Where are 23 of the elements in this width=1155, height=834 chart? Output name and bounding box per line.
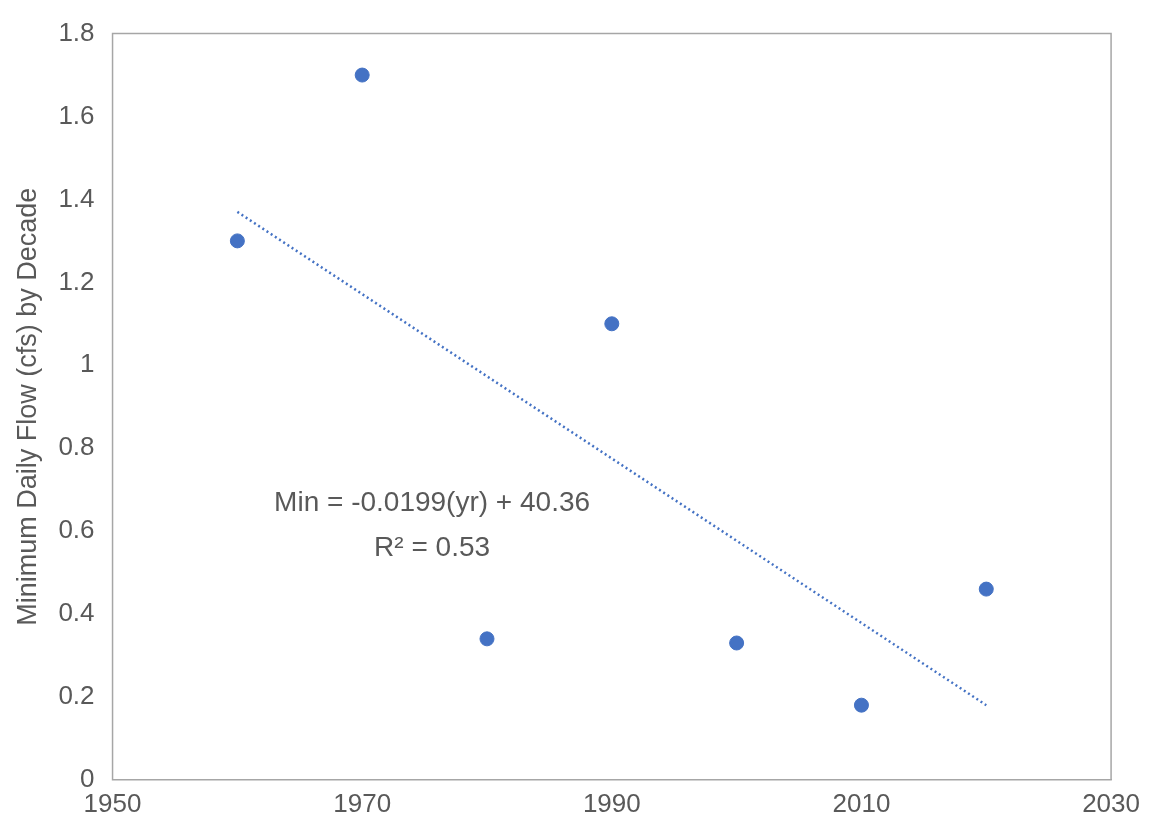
- point: [729, 635, 745, 651]
- point: [978, 581, 994, 597]
- x-tick-label: 1990: [582, 787, 641, 818]
- point: [479, 631, 495, 647]
- y-tick-label: 1.4: [58, 182, 95, 213]
- point: [853, 697, 869, 713]
- y-tick-label: 1.6: [58, 99, 95, 130]
- x-tick-label: 2030: [1082, 787, 1140, 818]
- point: [354, 67, 370, 83]
- y-tick-label: 1.8: [58, 16, 95, 47]
- y-tick-label: 0.2: [58, 680, 95, 711]
- y-axis-title: Minimum Daily Flow (cfs) by Decade: [11, 187, 42, 626]
- point: [604, 316, 620, 332]
- x-tick-label: 1970: [333, 787, 392, 818]
- y-tick-label: 0.6: [58, 514, 95, 545]
- y-tick-label: 1.2: [58, 265, 95, 296]
- annotation: Min = -0.0199(yr) + 40.36: [274, 486, 591, 518]
- y-tick-label: 1: [80, 348, 95, 379]
- annotation: R² = 0.53: [374, 531, 491, 563]
- y-tick-label: 0.4: [58, 597, 95, 628]
- x-tick-label: 2010: [832, 787, 891, 818]
- point: [229, 233, 245, 249]
- y-tick-label: 0.8: [58, 431, 95, 462]
